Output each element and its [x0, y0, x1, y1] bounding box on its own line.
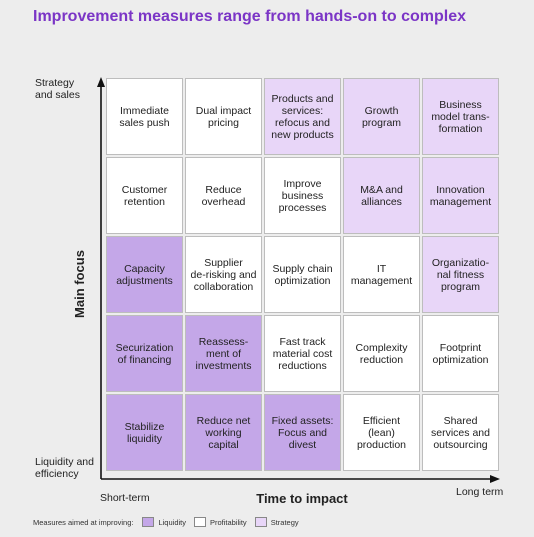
matrix-cell: Fixed assets: Focus and divest: [264, 394, 341, 471]
matrix-cell: Reduce net working capital: [185, 394, 262, 471]
y-axis-arrowhead: [97, 77, 105, 87]
matrix-cell: Immediate sales push: [106, 78, 183, 155]
measures-matrix: Immediate sales push Dual impact pricing P…: [106, 78, 499, 471]
matrix-cell: Footprint optimization: [422, 315, 499, 392]
matrix-cell: Complexity reduction: [343, 315, 420, 392]
legend-label-liquidity: Liquidity: [158, 517, 186, 527]
matrix-cell: Efficient (lean) production: [343, 394, 420, 471]
matrix-cell: Fast track material cost reductions: [264, 315, 341, 392]
x-axis-title: Time to impact: [256, 491, 348, 506]
matrix-cell: Reduce overhead: [185, 157, 262, 234]
matrix-cell: Organizatio- nal fitness program: [422, 236, 499, 313]
legend-intro: Measures aimed at improving:: [33, 517, 134, 527]
x-axis-arrowhead: [490, 475, 500, 483]
matrix-cell: M&A and alliances: [343, 157, 420, 234]
legend: Measures aimed at improving: Liquidity Pr…: [33, 517, 299, 527]
matrix-cell: Business model trans- formation: [422, 78, 499, 155]
page-title: Improvement measures range from hands-on…: [33, 8, 466, 25]
legend-label-strategy: Strategy: [270, 517, 299, 527]
x-axis-left-label: Short-term: [100, 492, 150, 504]
matrix-cell: Customer retention: [106, 157, 183, 234]
matrix-cell: Growth program: [343, 78, 420, 155]
matrix-cell: Improve business processes: [264, 157, 341, 234]
matrix-cell: Products and services: refocus and new p…: [264, 78, 341, 155]
x-axis-right-label: Long term: [456, 486, 504, 498]
legend-swatch-liquidity: [142, 517, 155, 527]
matrix-cell: Dual impact pricing: [185, 78, 262, 155]
matrix-cell: Capacity adjustments: [106, 236, 183, 313]
matrix-cell: Stabilize liquidity: [106, 394, 183, 471]
legend-label-profitability: Profitability: [210, 517, 247, 527]
matrix-cell: Shared services and outsourcing: [422, 394, 499, 471]
y-axis-top-label: Strategy and sales: [35, 77, 80, 101]
legend-swatch-strategy: [254, 517, 267, 527]
matrix-cell: Supply chain optimization: [264, 236, 341, 313]
matrix-cell: Innovation management: [422, 157, 499, 234]
matrix-cell: Reassess- ment of investments: [185, 315, 262, 392]
legend-swatch-profitability: [194, 517, 206, 527]
matrix-cell: Securization of financing: [106, 315, 183, 392]
matrix-cell: Supplier de-risking and collaboration: [185, 236, 262, 313]
y-axis-bottom-label: Liquidity and efficiency: [35, 456, 94, 480]
matrix-cell: IT management: [343, 236, 420, 313]
